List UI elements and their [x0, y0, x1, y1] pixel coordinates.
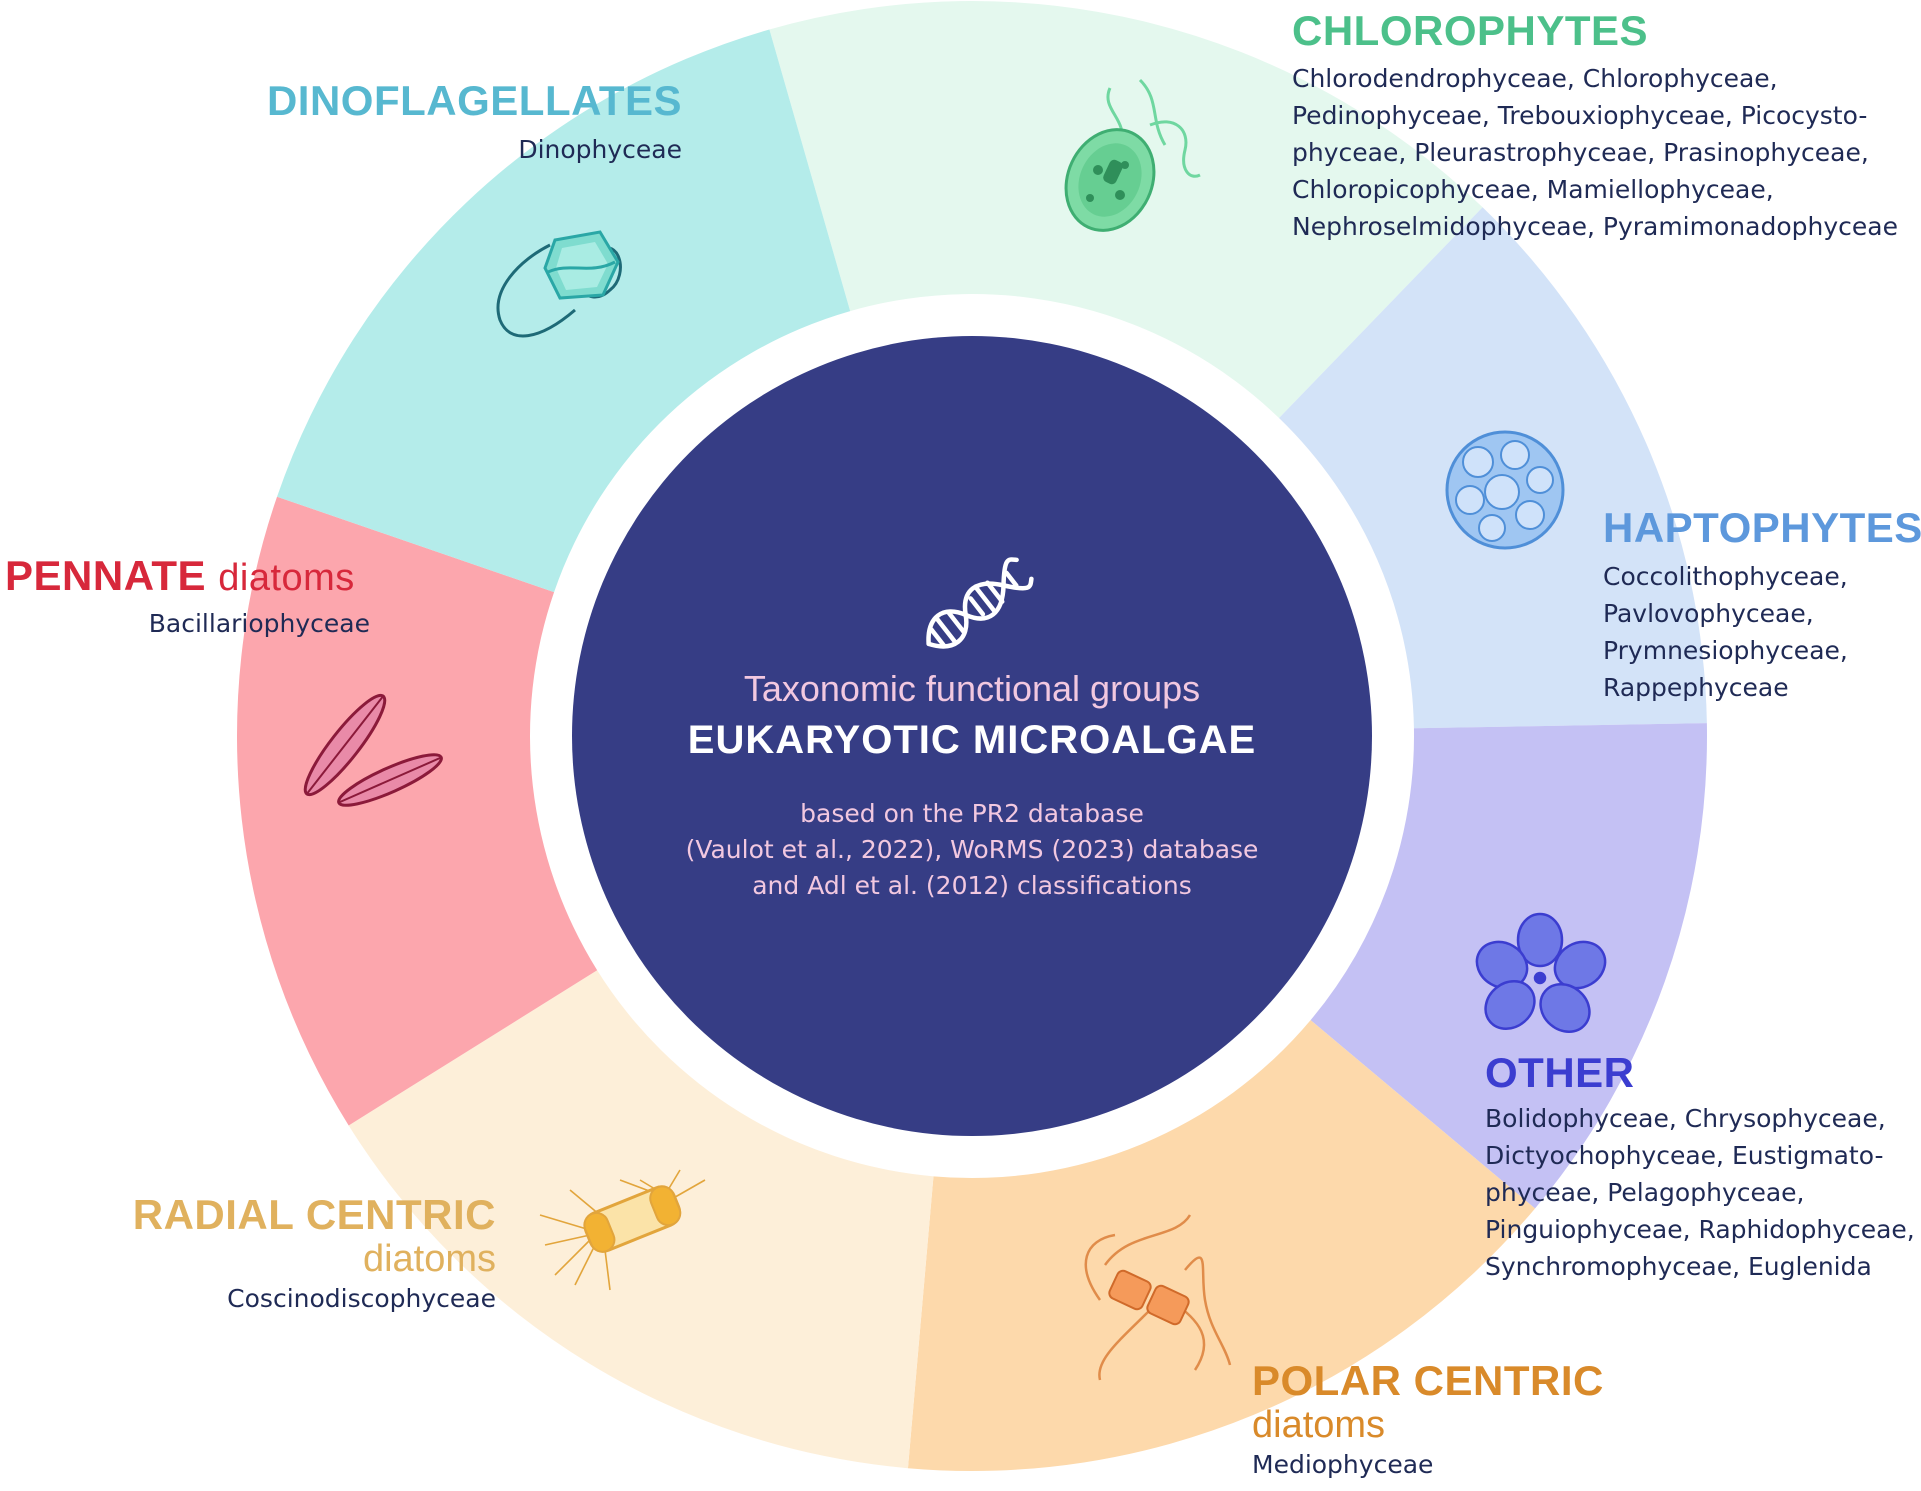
center-source: based on the PR2 database (Vaulot et al.… — [572, 796, 1372, 904]
radial-centric-classes: Coscinodiscophyceae — [40, 1280, 496, 1317]
class-line: Rappephyceae — [1603, 673, 1789, 702]
class-line: Chlorodendrophyceae, Chlorophyceae, — [1292, 64, 1778, 93]
haptophytes-heading: HAPTOPHYTES — [1603, 504, 1921, 551]
class-line: Dinophyceae — [518, 135, 682, 164]
pennate-heading-suffix: diatoms — [218, 557, 355, 599]
dinoflagellates-heading: DINOFLAGELLATES — [266, 77, 682, 124]
pennate-heading: PENNATE diatoms — [5, 553, 355, 601]
radial-centric-heading: RADIAL CENTRIC — [132, 1191, 496, 1238]
polar-centric-classes: Mediophyceae — [1252, 1446, 1433, 1483]
class-line: Prymnesiophyceae, — [1603, 636, 1848, 665]
radial-centric-suffix: diatoms — [362, 1238, 496, 1280]
pennate-heading-main: PENNATE — [5, 552, 207, 599]
centric-diatom-icon — [539, 1169, 706, 1291]
dinoflagellate-icon — [496, 230, 622, 338]
class-line: phyceae, Pleurastrophyceae, Prasinophyce… — [1292, 138, 1869, 167]
dinoflagellates-classes: Dinophyceae — [180, 131, 682, 168]
class-line: Pavlovophyceae, — [1603, 599, 1814, 628]
center-source-line: and Adl et al. (2012) classifications — [752, 871, 1192, 900]
coccolithophore-icon — [1445, 430, 1565, 550]
haptophytes-classes: Coccolithophyceae, Pavlovophyceae, Prymn… — [1603, 558, 1848, 706]
ring-segment-dinoflagellates — [277, 29, 851, 593]
center-source-line: based on the PR2 database — [800, 799, 1144, 828]
class-line: Pinguiophyceae, Raphidophyceae, — [1485, 1215, 1915, 1244]
class-line: phyceae, Pelagophyceae, — [1485, 1178, 1805, 1207]
class-line: Coscinodiscophyceae — [227, 1284, 496, 1313]
class-line: Bolidophyceae, Chrysophyceae, — [1485, 1104, 1886, 1133]
class-line: Pedinophyceae, Trebouxiophyceae, Picocys… — [1292, 101, 1868, 130]
class-line: Bacillariophyceae — [148, 609, 370, 638]
chlamydomonas-icon — [1064, 78, 1201, 232]
class-line: Mediophyceae — [1252, 1450, 1434, 1479]
chaetoceros-icon — [1084, 1214, 1232, 1381]
class-line: Dictyochophyceae, Eustigmato- — [1485, 1141, 1884, 1170]
class-line: Coccolithophyceae, — [1603, 562, 1848, 591]
center-disc — [572, 336, 1372, 1136]
ring-segment-pennate — [236, 496, 598, 1126]
class-line: Chloropicophyceae, Mamiellophyceae, — [1292, 175, 1774, 204]
class-line: Synchromophyceae, Euglenida — [1485, 1252, 1872, 1281]
center-subtitle: Taxonomic functional groups — [743, 668, 1201, 709]
pennate-classes: Bacillariophyceae — [40, 605, 370, 642]
dna-icon — [926, 557, 1034, 649]
chlorophytes-classes: Chlorodendrophyceae, Chlorophyceae, Pedi… — [1292, 60, 1898, 245]
other-heading: OTHER — [1485, 1049, 1635, 1096]
center-title: EUKARYOTIC MICROALGAE — [687, 718, 1257, 762]
center-source-line: (Vaulot et al., 2022), WoRMS (2023) data… — [685, 835, 1259, 864]
pennate-diatom-icon — [303, 693, 443, 807]
polar-centric-heading: POLAR CENTRIC — [1252, 1357, 1604, 1404]
other-classes: Bolidophyceae, Chrysophyceae, Dictyochop… — [1485, 1100, 1915, 1285]
class-line: Nephroselmidophyceae, Pyramimonadophycea… — [1292, 212, 1898, 241]
cryptophyte-cluster-icon — [1475, 912, 1607, 1033]
ring-segment-polar-centric — [907, 1020, 1536, 1471]
chlorophytes-heading: CHLOROPHYTES — [1292, 7, 1649, 54]
polar-centric-suffix: diatoms — [1252, 1404, 1386, 1446]
